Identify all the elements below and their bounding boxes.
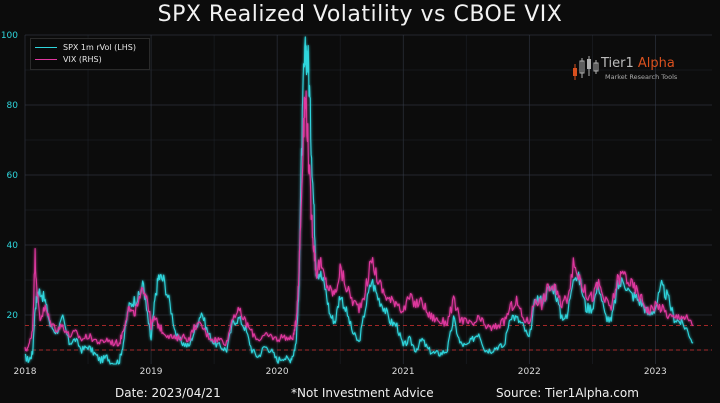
- candlestick-logo-icon: [573, 56, 599, 80]
- legend-swatch-vix: [35, 58, 57, 61]
- x-tick-label-2022: 2022: [518, 367, 541, 377]
- chart-legend: SPX 1m rVol (LHS) VIX (RHS): [30, 38, 150, 70]
- legend-label-vix: VIX (RHS): [63, 55, 102, 64]
- y-tick-label-100: 100: [1, 31, 18, 41]
- footer-date: Date: 2023/04/21: [115, 386, 221, 400]
- legend-swatch-rvol: [35, 46, 57, 49]
- legend-entry-vix: VIX (RHS): [35, 54, 102, 66]
- y-tick-label-20: 20: [7, 311, 19, 321]
- x-tick-label-2021: 2021: [392, 367, 415, 377]
- y-tick-label-60: 60: [7, 171, 19, 181]
- x-tick-label-2018: 2018: [14, 367, 37, 377]
- series-line-vix: [24, 90, 694, 352]
- tier1alpha-logo: Tier1 Alpha Market Research Tools: [571, 56, 701, 84]
- legend-label-rvol: SPX 1m rVol (LHS): [63, 43, 136, 52]
- logo-tagline: Market Research Tools: [605, 73, 678, 81]
- footer-disclaimer: *Not Investment Advice: [291, 386, 434, 400]
- logo-wordmark: Tier1 Alpha: [601, 56, 675, 71]
- x-tick-label-2019: 2019: [140, 367, 163, 377]
- legend-entry-rvol: SPX 1m rVol (LHS): [35, 42, 136, 54]
- x-tick-label-2020: 2020: [266, 367, 289, 377]
- footer-source: Source: Tier1Alpha.com: [496, 386, 639, 400]
- chart-title: SPX Realized Volatility vs CBOE VIX: [157, 2, 563, 27]
- y-tick-label-80: 80: [7, 101, 19, 111]
- y-tick-label-40: 40: [7, 241, 19, 251]
- x-tick-label-2023: 2023: [644, 367, 667, 377]
